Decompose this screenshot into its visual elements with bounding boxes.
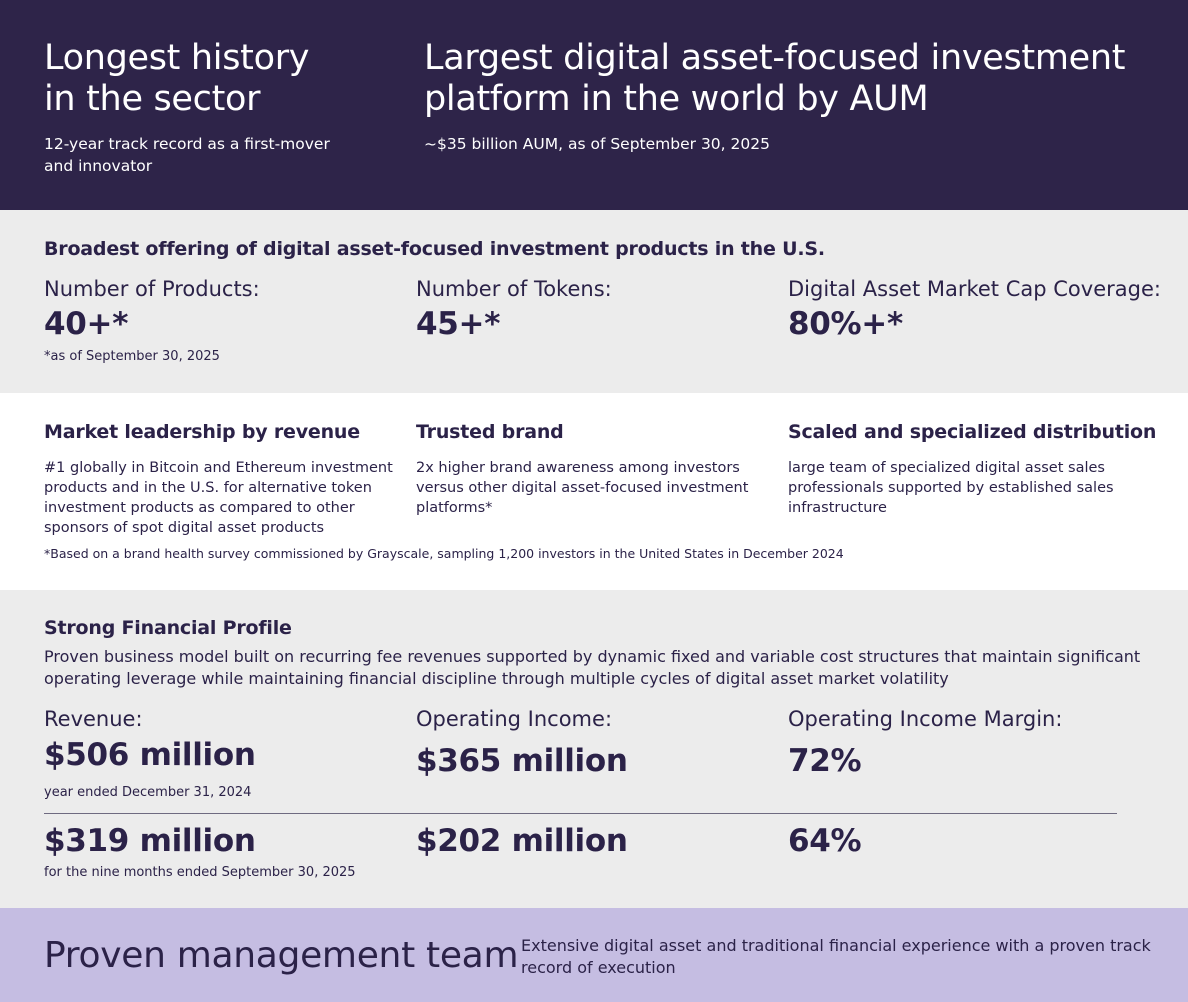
market-cap-label: Digital Asset Market Cap Coverage: [788, 277, 1161, 301]
team-title: Proven management team [44, 935, 519, 976]
hero-left-title-line2: in the sector [44, 79, 261, 119]
hero-right-title-line1: Largest digital asset-focused investment [424, 38, 1126, 78]
team-desc-line2: record of execution [521, 958, 676, 977]
operating-margin-label: Operating Income Margin: [788, 707, 1063, 731]
market-leadership-heading: Market leadership by revenue [44, 421, 360, 443]
trusted-brand-line: 2x higher brand awareness among investor… [416, 460, 740, 476]
operating-income-2025-value: $202 million [416, 823, 628, 859]
revenue-2024-value: $506 million [44, 737, 256, 773]
operating-income-label: Operating Income: [416, 707, 613, 731]
hero-left-title: Longest history in the sector [44, 38, 310, 120]
offering-footnote: *as of September 30, 2025 [44, 349, 220, 364]
financial-description: Proven business model built on recurring… [44, 646, 1140, 690]
hero-right-title: Largest digital asset-focused investment… [424, 38, 1125, 120]
distribution-line: professionals supported by established s… [788, 480, 1114, 496]
hero-left-sub-line2: and innovator [44, 157, 153, 175]
row2-period: for the nine months ended September 30, … [44, 865, 356, 880]
distribution-line: infrastructure [788, 500, 887, 516]
hero-left-sub-line1: 12-year track record as a first-mover [44, 135, 330, 153]
operating-margin-2024-value: 72% [788, 743, 862, 779]
financial-desc-line1: Proven business model built on recurring… [44, 647, 1141, 666]
team-section [0, 908, 1188, 1002]
operating-income-2024-value: $365 million [416, 743, 628, 779]
distribution-body: large team of specialized digital asset … [788, 458, 1114, 518]
survey-footnote: *Based on a brand health survey commissi… [44, 546, 844, 561]
financial-title: Strong Financial Profile [44, 617, 292, 639]
trusted-brand-body: 2x higher brand awareness among investor… [416, 458, 748, 518]
financial-divider [44, 813, 1117, 814]
products-value: 40+* [44, 306, 129, 342]
market-leadership-line: products and in the U.S. for alternative… [44, 480, 372, 496]
trusted-brand-heading: Trusted brand [416, 421, 564, 443]
row1-period: year ended December 31, 2024 [44, 785, 252, 800]
market-cap-value: 80%+* [788, 306, 903, 342]
hero-right-title-line2: platform in the world by AUM [424, 79, 929, 119]
revenue-2025-value: $319 million [44, 823, 256, 859]
tokens-label: Number of Tokens: [416, 277, 612, 301]
hero-left-subtitle: 12-year track record as a first-mover an… [44, 133, 330, 177]
products-label: Number of Products: [44, 277, 260, 301]
revenue-label: Revenue: [44, 707, 143, 731]
market-leadership-line: sponsors of spot digital asset products [44, 520, 325, 536]
distribution-heading: Scaled and specialized distribution [788, 421, 1157, 443]
hero-right-subtitle: ~$35 billion AUM, as of September 30, 20… [424, 135, 770, 153]
team-description: Extensive digital asset and traditional … [521, 935, 1151, 979]
team-desc-line1: Extensive digital asset and traditional … [521, 936, 1151, 955]
financial-desc-line2: operating leverage while maintaining fin… [44, 669, 949, 688]
offering-title: Broadest offering of digital asset-focus… [44, 238, 825, 260]
operating-margin-2025-value: 64% [788, 823, 862, 859]
financial-section [0, 590, 1188, 908]
hero-left-title-line1: Longest history [44, 38, 310, 78]
market-leadership-body: #1 globally in Bitcoin and Ethereum inve… [44, 458, 393, 538]
hero-section [0, 0, 1188, 210]
offering-section [0, 210, 1188, 393]
distribution-line: large team of specialized digital asset … [788, 460, 1105, 476]
tokens-value: 45+* [416, 306, 501, 342]
market-leadership-line: investment products as compared to other [44, 500, 355, 516]
market-leadership-line: #1 globally in Bitcoin and Ethereum inve… [44, 460, 393, 476]
leadership-section [0, 393, 1188, 590]
trusted-brand-line: platforms* [416, 500, 493, 516]
trusted-brand-line: versus other digital asset-focused inves… [416, 480, 749, 496]
